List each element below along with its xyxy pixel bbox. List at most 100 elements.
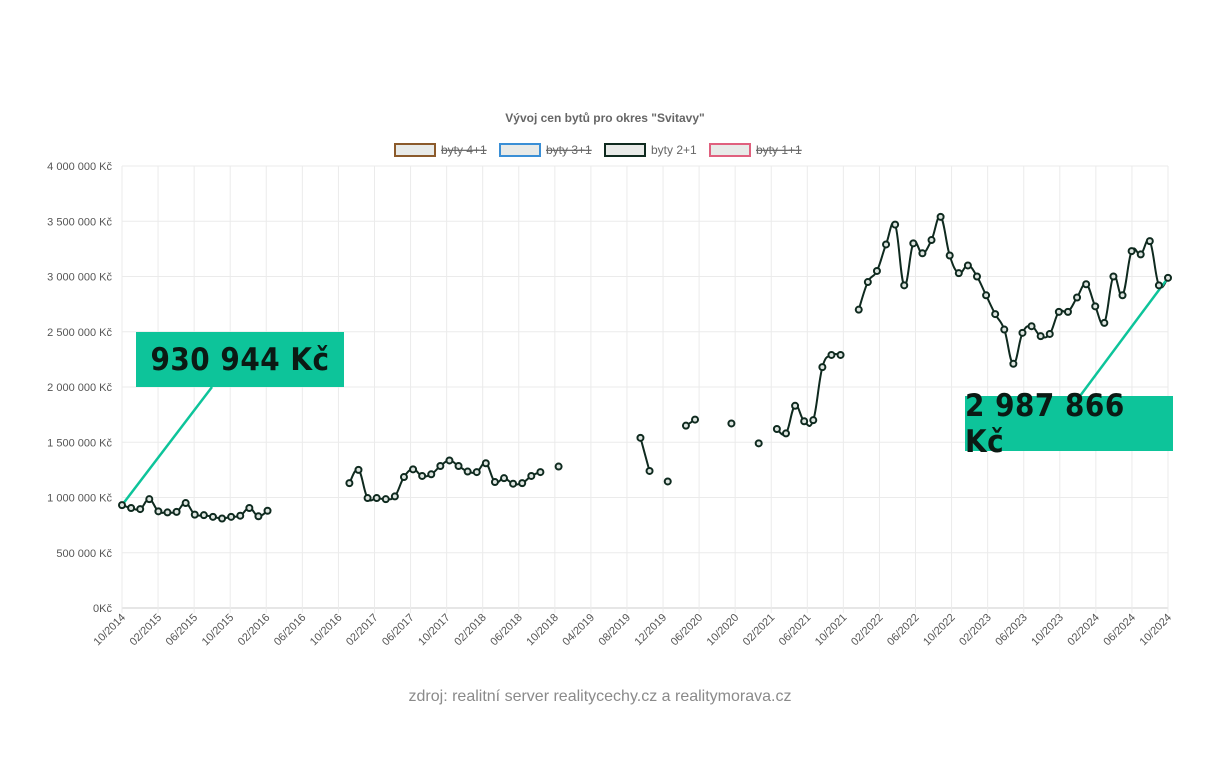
legend-label-3: byty 1+1 [756,143,802,157]
x-tick-label: 10/2017 [416,612,453,649]
data-point [1054,307,1063,316]
data-point [509,479,518,488]
x-tick-label: 06/2018 [488,612,525,649]
data-point [1109,272,1118,281]
data-point [490,478,499,487]
data-point [681,421,690,430]
data-point [909,239,918,248]
x-tick-label: 10/2018 [524,612,561,649]
data-point [527,471,536,480]
data-point [727,419,736,428]
series-line-segment [348,459,541,502]
x-tick-label: 02/2015 [128,612,165,649]
y-axis-ticks: 0Kč 500 000 Kč 1 000 000 Kč 1 500 000 Kč 2 0… [47,161,112,615]
data-point [136,505,145,514]
data-point [863,278,872,287]
data-point [363,494,372,503]
x-tick-label: 02/2021 [741,612,778,649]
source-note: zdroj: realitní server realitycechy.cz a… [408,688,792,705]
data-point [663,477,672,486]
data-point [354,465,363,474]
data-point [181,499,190,508]
x-tick-label: 10/2022 [921,612,958,649]
legend-label-1: byty 3+1 [546,143,592,157]
x-tick-label: 06/2023 [993,612,1030,649]
data-point [172,507,181,516]
data-point [1018,328,1027,337]
x-tick-label: 10/2021 [813,612,850,649]
data-point [163,508,172,517]
x-tick-label: 06/2016 [272,612,309,649]
x-tick-label: 06/2017 [380,612,417,649]
legend-swatch-2 [604,143,646,157]
data-point [1082,280,1091,289]
data-point [1145,237,1154,246]
x-tick-label: 02/2018 [452,612,489,649]
callout-last-connector [1078,277,1170,397]
x-tick-label: 10/2020 [705,612,742,649]
data-point [381,495,390,504]
data-point [1073,293,1082,302]
data-point [127,503,136,512]
data-point [1027,322,1036,331]
data-point [827,350,836,359]
data-point [418,471,427,480]
x-tick-label: 02/2016 [236,612,273,649]
y-tick-label: 3 500 000 Kč [47,216,112,228]
chart-grid [121,165,1169,613]
data-point [118,501,126,510]
data-point [636,433,645,442]
data-point [463,467,472,476]
data-point [927,236,936,245]
data-point [772,424,781,433]
y-tick-label: 500 000 Kč [56,548,112,560]
data-point [781,429,790,438]
data-point [1036,332,1045,341]
data-point [454,462,463,471]
data-point [691,415,700,424]
data-point [254,512,263,521]
x-tick-label: 02/2017 [344,612,381,649]
data-point [991,310,1000,319]
data-point [372,494,381,503]
data-point [1045,329,1054,338]
data-point [536,468,545,477]
data-point [1063,307,1072,316]
chart-title: Vývoj cen bytů pro okres "Svitavy" [505,111,704,125]
x-tick-label: 06/2021 [777,612,814,649]
data-point [500,474,509,483]
data-point [554,462,563,471]
data-point [208,512,217,521]
y-tick-label: 4 000 000 Kč [47,161,112,173]
legend-swatch-3 [709,143,751,157]
legend-label-0: byty 4+1 [441,143,487,157]
data-point [645,466,654,475]
data-point [409,465,418,474]
x-tick-label: 10/2015 [200,612,237,649]
callout-connectors [121,277,1170,506]
data-point [1127,247,1136,256]
data-point [836,350,845,359]
x-tick-label: 02/2024 [1065,612,1102,649]
callout-first-connector [121,386,213,506]
x-tick-label: 04/2019 [560,612,597,649]
x-tick-label: 06/2022 [885,612,922,649]
x-tick-label: 10/2023 [1029,612,1066,649]
x-tick-label: 08/2019 [596,612,633,649]
data-point [891,220,900,229]
x-tick-label: 06/2020 [669,612,706,649]
x-tick-label: 06/2015 [164,612,201,649]
data-point [227,512,236,521]
data-point [427,470,436,479]
y-tick-label: 1 500 000 Kč [47,437,112,449]
data-point [972,272,981,281]
y-tick-label: 2 000 000 Kč [47,382,112,394]
data-point [236,511,245,520]
y-tick-label: 1 000 000 Kč [47,493,112,505]
x-tick-label: 02/2023 [957,612,994,649]
data-point [1136,250,1145,259]
data-point [345,479,354,488]
data-point [800,417,809,426]
x-tick-label: 02/2022 [849,612,886,649]
